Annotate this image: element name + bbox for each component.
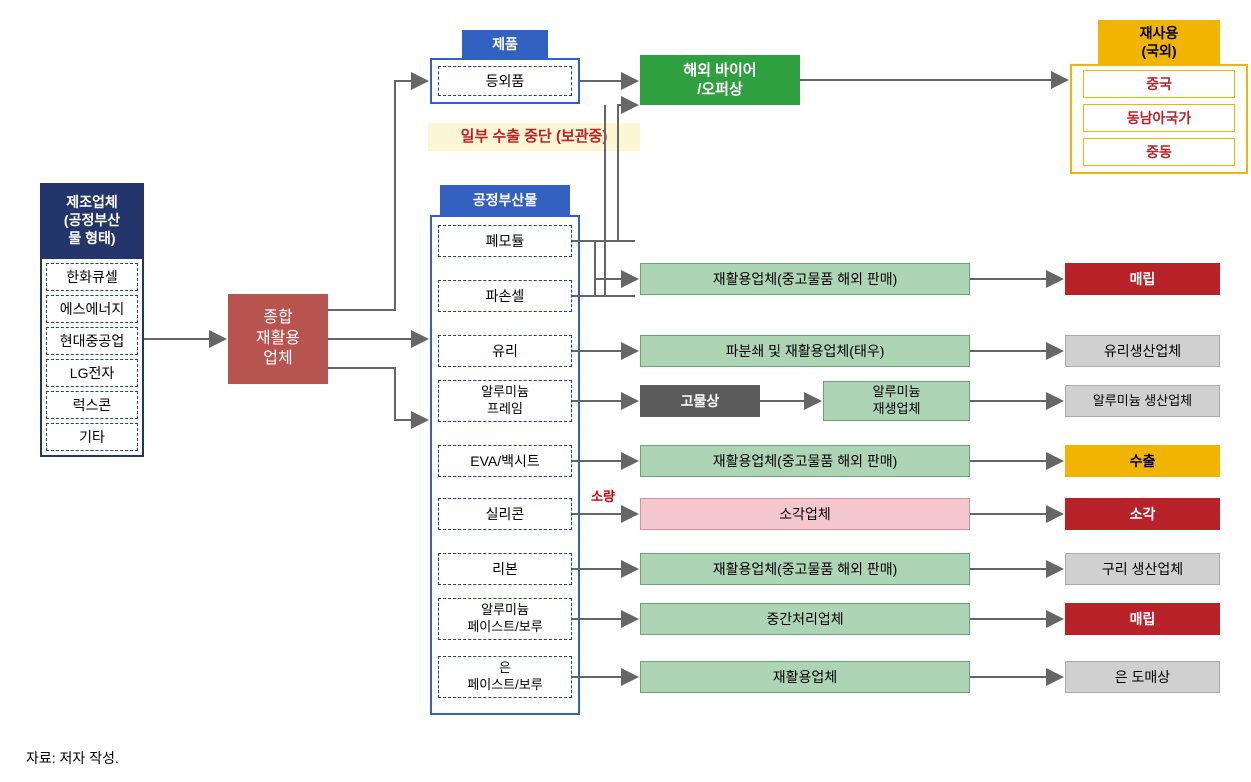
arrows-layer — [0, 0, 1251, 782]
scrap-dealer: 고물상 — [640, 385, 760, 417]
reuse-header: 재사용 (국외) — [1098, 20, 1220, 64]
manufacturer-item: 한화큐셀 — [46, 263, 138, 291]
dest-al: 알루미늄 생산업체 — [1065, 385, 1220, 417]
flowchart-diagram: 제조업체 (공정부산 물 형태) 한화큐셀 에스에너지 현대중공업 LG전자 럭… — [0, 0, 1251, 782]
recycle-used-3: 재활용업체(중고물품 해외 판매) — [640, 553, 970, 585]
manufacturer-item: 기타 — [46, 423, 138, 451]
byproducts-header: 공정부산물 — [440, 185, 570, 215]
dest-copper: 구리 생산업체 — [1065, 553, 1220, 585]
reuse-item: 동남아국가 — [1083, 104, 1235, 132]
export-suspended-note: 일부 수출 중단 (보관중) — [428, 123, 640, 151]
manufacturers-header: 제조업체 (공정부산 물 형태) — [40, 183, 144, 257]
recycler: 재활용업체 — [640, 661, 970, 693]
byproduct-item: EVA/백시트 — [438, 445, 572, 477]
dest-landfill-1: 매립 — [1065, 263, 1220, 295]
byproduct-item: 알루미늄 페이스트/보루 — [438, 598, 572, 640]
recycle-used-2: 재활용업체(중고물품 해외 판매) — [640, 445, 970, 477]
byproduct-item: 유리 — [438, 335, 572, 367]
dest-incinerate: 소각 — [1065, 498, 1220, 530]
byproduct-item: 파손셀 — [438, 280, 572, 312]
al-recycler: 알루미늄 재생업체 — [823, 381, 970, 421]
manufacturer-item: 현대중공업 — [46, 327, 138, 355]
product-header: 제품 — [462, 30, 548, 58]
reuse-item: 중동 — [1083, 138, 1235, 166]
dest-export: 수출 — [1065, 445, 1220, 477]
manufacturer-item: LG전자 — [46, 359, 138, 387]
byproduct-item: 실리콘 — [438, 498, 572, 530]
dest-silver: 은 도매상 — [1065, 661, 1220, 693]
byproduct-item: 리본 — [438, 553, 572, 585]
manufacturer-item: 럭스콘 — [46, 391, 138, 419]
byproduct-item: 알루미늄 프레임 — [438, 380, 572, 422]
byproduct-item: 은 페이스트/보루 — [438, 656, 572, 698]
dest-landfill-2: 매립 — [1065, 603, 1220, 635]
incineration-co: 소각업체 — [640, 498, 970, 530]
central-recycler: 종합 재활용 업체 — [228, 294, 328, 384]
byproduct-item: 폐모듈 — [438, 225, 572, 257]
source-note: 자료: 저자 작성. — [26, 748, 119, 768]
manufacturer-item: 에스에너지 — [46, 295, 138, 323]
recycle-used-1: 재활용업체(중고물품 해외 판매) — [640, 263, 970, 295]
intermediate: 중간처리업체 — [640, 603, 970, 635]
crusher: 파분쇄 및 재활용업체(태우) — [640, 335, 970, 367]
dest-glass: 유리생산업체 — [1065, 335, 1220, 367]
overseas-buyer: 해외 바이어 /오퍼상 — [640, 55, 800, 105]
small-qty-label: 소량 — [583, 488, 623, 506]
reuse-item: 중국 — [1083, 70, 1235, 98]
product-item: 등외품 — [438, 66, 572, 96]
